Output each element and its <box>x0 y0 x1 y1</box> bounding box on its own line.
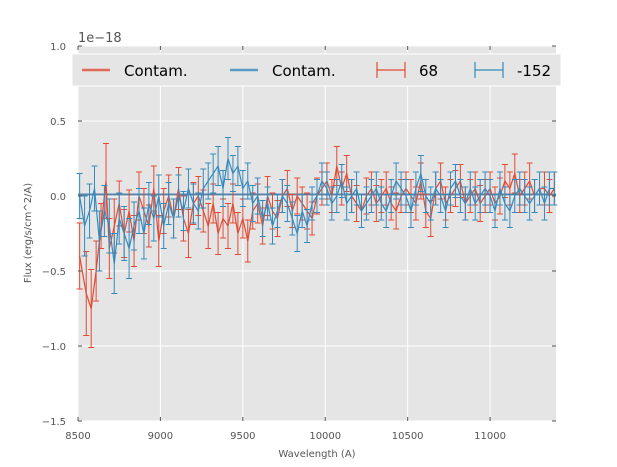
axis-ticks: 8500 9000 9500 10000 10500 11000 −1.5 −1.0 −0.5 0… <box>42 42 556 442</box>
x-tick-label: 10500 <box>392 431 424 442</box>
series-layer <box>76 137 558 348</box>
legend-label: -152 <box>517 62 551 80</box>
series-3 <box>76 137 558 294</box>
legend-label: 68 <box>419 62 438 80</box>
y-tick-label: 0.5 <box>50 117 66 128</box>
x-axis-label: Wavelength (A) <box>278 449 355 460</box>
x-tick-label: 11000 <box>474 431 506 442</box>
y-offset-label: 1e−18 <box>78 31 122 46</box>
y-axis-label: Flux (erg/s/cm^2/A) <box>23 183 34 283</box>
y-tick-label: −1.5 <box>42 417 66 428</box>
legend-item: Contam. <box>230 62 336 80</box>
legend-label: Contam. <box>272 62 336 80</box>
x-tick-label: 10000 <box>309 431 341 442</box>
legend-label: Contam. <box>124 62 188 80</box>
y-tick-label: −1.0 <box>42 342 66 353</box>
legend-item: 68 <box>376 62 438 80</box>
y-tick-label: −0.5 <box>42 267 66 278</box>
x-tick-label: 9000 <box>148 431 173 442</box>
series-line <box>79 158 555 264</box>
plot-background <box>78 46 556 421</box>
x-tick-label: 8500 <box>65 431 90 442</box>
y-tick-label: 0.0 <box>50 192 66 203</box>
x-tick-label: 9500 <box>230 431 255 442</box>
legend-item: -152 <box>474 62 551 80</box>
legend-item: Contam. <box>82 62 188 80</box>
grid-lines <box>77 45 556 422</box>
y-tick-label: 1.0 <box>50 42 66 53</box>
legend: Contam. Contam. 68 -152 <box>71 53 562 87</box>
